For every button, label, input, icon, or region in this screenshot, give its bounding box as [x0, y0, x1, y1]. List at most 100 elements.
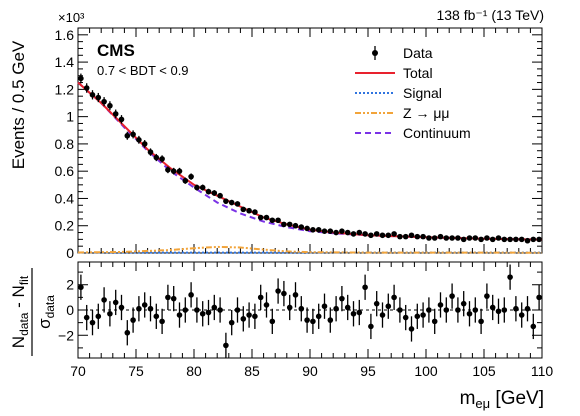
data-point: [217, 192, 223, 199]
pull-point: [350, 310, 357, 317]
data-point: [321, 228, 328, 234]
data-point: [373, 231, 380, 237]
pull-point: [478, 318, 484, 325]
data-point: [524, 237, 531, 244]
data-point: [478, 236, 484, 243]
data-point: [333, 229, 339, 236]
x-tick-label: 110: [531, 363, 554, 379]
pull-point: [257, 294, 264, 301]
pull-point: [292, 292, 299, 298]
data-point: [95, 94, 102, 101]
z-mumu-curve: [77, 245, 543, 254]
pull-point: [344, 304, 351, 311]
x-tick-label: 70: [70, 363, 86, 379]
pull-ylabel-sub-data-den: data: [43, 295, 57, 319]
data-point: [368, 232, 374, 239]
x-tick-label: 100: [414, 363, 438, 379]
pull-point: [489, 304, 496, 311]
main-y-tick-label: 0.4: [55, 190, 75, 206]
data-point: [484, 235, 490, 241]
pull-point: [269, 318, 276, 325]
data-point: [141, 141, 148, 147]
x-tick-label: 85: [244, 363, 260, 379]
pull-ylabel-n: N: [9, 336, 28, 348]
pull-point: [281, 290, 287, 297]
pull-point: [252, 313, 258, 320]
x-tick-label: 90: [302, 363, 318, 379]
continuum-curve: [77, 81, 543, 241]
x-axis-label-unit: [GeV]: [490, 388, 544, 409]
data-point: [489, 236, 496, 243]
data-point: [275, 217, 281, 224]
pull-point: [89, 319, 96, 326]
legend-label-3: Z → μμ: [403, 105, 449, 121]
data-point: [327, 228, 334, 234]
data-point: [240, 206, 247, 213]
data-point: [228, 199, 235, 206]
data-point: [176, 168, 183, 174]
data-point: [118, 116, 125, 123]
data-point: [472, 235, 479, 241]
data-point: [246, 207, 252, 214]
experiment-label: CMS: [97, 41, 135, 60]
pull-point: [223, 342, 229, 349]
data-point: [391, 231, 397, 237]
main-y-tick-label: 0: [66, 245, 74, 261]
main-y-tick-label: 0.6: [55, 163, 75, 179]
data-point: [518, 236, 525, 243]
x-tick-label: 75: [128, 363, 144, 379]
pull-point: [159, 318, 165, 325]
main-curves: [77, 81, 543, 254]
data-point: [182, 177, 189, 184]
data-point: [455, 235, 461, 241]
data-point: [153, 154, 160, 161]
pull-point: [530, 323, 537, 330]
pull-point: [414, 313, 421, 320]
pull-point: [472, 307, 479, 313]
pull-point: [518, 312, 525, 318]
pull-y-tick-label: 0: [66, 302, 74, 318]
pull-point: [286, 304, 293, 311]
pull-point: [431, 318, 438, 325]
pull-point: [408, 326, 415, 332]
pull-point: [362, 284, 368, 291]
data-point: [420, 233, 426, 240]
data-point: [101, 98, 107, 105]
total-curve: [77, 81, 543, 241]
data-point: [136, 137, 142, 143]
pull-point: [321, 303, 328, 310]
data-point: [437, 233, 444, 240]
pull-point: [536, 294, 542, 301]
pull-data-points: [78, 264, 542, 358]
data-point: [513, 236, 519, 243]
data-point: [234, 201, 241, 207]
main-y-tick-label: 1.6: [55, 27, 75, 43]
data-point: [159, 156, 165, 162]
data-point: [350, 231, 357, 237]
svg-text:Ndata - Nfit: Ndata - Nfit: [9, 275, 31, 348]
pull-point: [379, 312, 386, 318]
data-point: [304, 225, 310, 232]
pull-point: [211, 304, 218, 311]
pull-point: [188, 292, 194, 298]
pull-point: [170, 295, 177, 302]
main-y-tick-label: 0.8: [55, 136, 75, 152]
x-tick-label: 80: [186, 363, 202, 379]
main-y-tick-label: 0.2: [55, 218, 75, 234]
main-y-tick-label: 1.4: [55, 54, 75, 70]
data-point: [205, 188, 212, 195]
pull-point: [78, 284, 84, 291]
data-point: [443, 235, 450, 241]
pull-point: [466, 310, 473, 317]
pull-point: [391, 294, 397, 301]
pull-point: [426, 307, 432, 313]
pull-point: [449, 293, 455, 299]
pull-point: [513, 305, 519, 312]
data-point: [165, 167, 171, 173]
data-point: [170, 168, 177, 174]
data-point: [426, 235, 432, 241]
pull-point: [501, 307, 508, 313]
data-point: [530, 236, 537, 243]
x-tick-label: 105: [472, 363, 496, 379]
